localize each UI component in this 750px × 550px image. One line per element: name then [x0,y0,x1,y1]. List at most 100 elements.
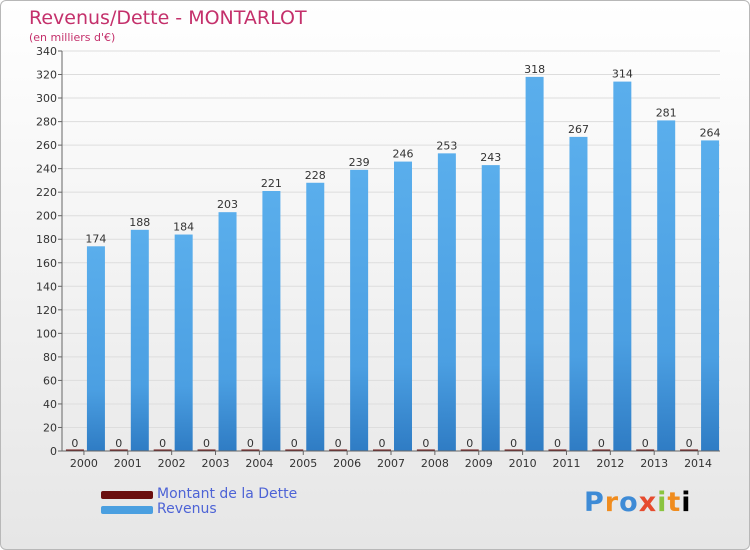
value-label-dette: 0 [247,437,254,450]
y-tick-label: 200 [36,210,57,223]
value-label-revenus: 174 [85,232,106,245]
bar-dette [241,449,260,451]
y-tick-label: 160 [36,257,57,270]
value-label-dette: 0 [422,437,429,450]
value-label-dette: 0 [379,437,386,450]
y-tick-label: 40 [43,398,57,411]
y-tick-label: 240 [36,163,57,176]
bar-dette [65,449,84,451]
x-tick-label: 2004 [245,457,273,470]
legend-swatch-dette [101,491,153,499]
bar-revenus [481,165,500,451]
x-tick-label: 2010 [509,457,537,470]
value-label-dette: 0 [71,437,78,450]
bar-dette [460,449,479,451]
bar-dette [109,449,128,451]
y-tick-label: 100 [36,327,57,340]
y-tick-label: 80 [43,351,57,364]
value-label-revenus: 264 [700,126,721,139]
value-label-revenus: 314 [612,68,633,81]
y-tick-label: 60 [43,374,57,387]
value-label-revenus: 184 [173,221,194,234]
x-tick-label: 2008 [421,457,449,470]
x-tick-label: 2006 [333,457,361,470]
bar-revenus [350,169,369,451]
bar-dette [329,449,348,451]
y-tick-label: 20 [43,421,57,434]
value-label-dette: 0 [203,437,210,450]
y-tick-label: 140 [36,280,57,293]
bar-dette [504,449,523,451]
y-tick-label: 220 [36,186,57,199]
bar-revenus [306,182,325,451]
value-label-revenus: 253 [436,139,457,152]
bar-revenus [174,234,193,451]
chart-title: Revenus/Dette - MONTARLOT [29,7,307,29]
bars [65,76,720,452]
bar-revenus [569,136,588,451]
x-tick-label: 2001 [114,457,142,470]
x-tick-label: 2013 [640,457,668,470]
legend-label-revenus: Revenus [157,501,217,517]
bar-revenus [613,81,632,452]
bar-dette [373,449,391,451]
value-label-dette: 0 [335,437,342,450]
bar-revenus [437,153,456,451]
x-tick-label: 2007 [377,457,405,470]
bar-revenus [701,140,720,452]
axes [58,50,720,455]
bar-revenus [262,191,281,451]
value-label-revenus: 221 [261,177,282,190]
bar-revenus [657,120,676,451]
value-label-revenus: 318 [524,63,545,76]
value-label-dette: 0 [686,437,693,450]
legend-swatch-revenus [101,506,153,514]
x-tick-label: 2000 [70,457,98,470]
bar-dette [592,449,611,451]
value-label-revenus: 281 [656,106,677,119]
legend-label-dette: Montant de la Dette [157,486,298,502]
bar-dette [636,449,655,451]
y-tick-label: 260 [36,139,57,152]
x-tick-label: 2014 [684,457,712,470]
bar-dette [680,449,699,451]
gridlines [62,50,720,428]
value-label-dette: 0 [510,437,517,450]
bar-dette [197,449,216,451]
value-label-dette: 0 [598,437,605,450]
chart-subtitle: (en milliers d'€) [29,31,116,44]
y-tick-label: 300 [36,92,57,105]
x-tick-label: 2009 [465,457,493,470]
x-tick-label: 2003 [202,457,230,470]
labels: 0 20 40 60 80 100 120 140 160 180 200 220 240 260 280 3… [36,45,721,470]
value-label-dette: 0 [291,437,298,450]
value-label-revenus: 203 [217,198,238,211]
value-label-dette: 0 [115,437,122,450]
bar-dette [548,449,567,451]
bar-dette [153,449,172,451]
value-label-revenus: 228 [305,169,326,182]
proxiti-logo: Proxiti [584,487,692,518]
bar-revenus [525,76,544,451]
y-tick-label: 340 [36,45,57,58]
bar-revenus [218,212,237,451]
value-label-revenus: 243 [480,151,501,164]
x-tick-label: 2005 [289,457,317,470]
value-label-dette: 0 [554,437,561,450]
value-label-revenus: 267 [568,123,589,136]
bar-revenus [86,246,105,451]
x-tick-label: 2002 [158,457,186,470]
bar-revenus [394,161,412,451]
x-tick-label: 2012 [596,457,624,470]
value-label-dette: 0 [159,437,166,450]
value-label-dette: 0 [466,437,473,450]
value-label-dette: 0 [642,437,649,450]
value-label-revenus: 188 [129,216,150,229]
bar-dette [285,449,304,451]
y-tick-label: 120 [36,304,57,317]
y-tick-label: 320 [36,69,57,82]
bar-revenus [130,229,149,451]
x-tick-label: 2011 [552,457,580,470]
